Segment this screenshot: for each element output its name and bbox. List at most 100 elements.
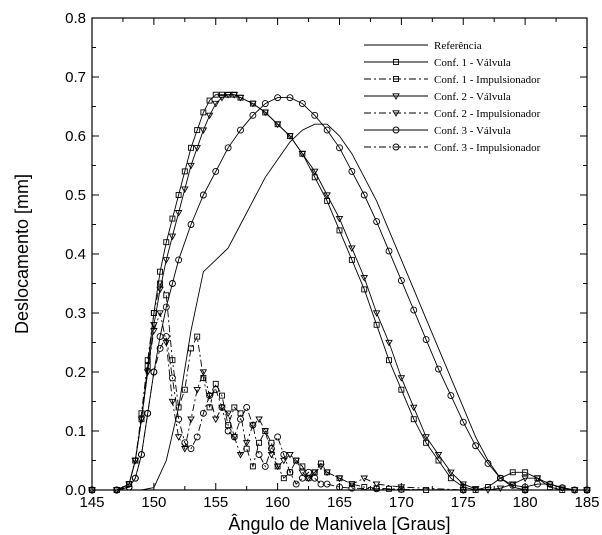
data-point xyxy=(292,480,300,488)
data-point xyxy=(435,365,442,373)
data-point xyxy=(336,144,343,152)
data-point xyxy=(546,480,554,488)
data-point xyxy=(336,227,343,234)
data-point xyxy=(398,386,405,393)
x-axis-label: Ângulo de Manivela [Graus] xyxy=(228,514,450,534)
data-point xyxy=(218,403,226,411)
data-point xyxy=(212,386,220,394)
data-point xyxy=(323,192,331,199)
data-point xyxy=(131,474,139,482)
data-point xyxy=(280,451,288,459)
data-point xyxy=(194,127,201,134)
series-7 xyxy=(88,333,591,494)
data-point xyxy=(360,274,369,282)
plot-area xyxy=(88,91,591,494)
data-point xyxy=(230,434,239,441)
data-point xyxy=(194,333,201,340)
x-tick-label: 160 xyxy=(265,494,290,511)
data-point xyxy=(274,94,282,102)
data-point xyxy=(274,433,282,441)
data-point xyxy=(298,469,307,477)
data-point xyxy=(224,427,232,435)
data-point xyxy=(286,94,294,102)
series-line xyxy=(92,311,587,491)
data-point xyxy=(162,333,170,341)
data-point xyxy=(422,434,430,441)
legend-label: Conf. 2 - Válvula xyxy=(434,91,511,103)
data-point xyxy=(323,480,331,488)
data-point xyxy=(249,111,257,119)
data-point xyxy=(181,168,188,175)
data-point xyxy=(206,97,213,104)
data-point xyxy=(224,92,232,99)
data-point xyxy=(273,121,282,129)
data-point xyxy=(168,398,177,406)
data-point xyxy=(298,474,306,482)
legend-label: Conf. 1 - Válvula xyxy=(434,57,511,69)
data-point xyxy=(174,210,183,217)
data-point xyxy=(286,133,294,140)
data-point xyxy=(310,469,319,477)
data-point xyxy=(169,215,176,222)
data-point xyxy=(150,368,158,376)
legend-label: Conf. 3 - Válvula xyxy=(434,125,511,137)
data-point xyxy=(386,357,392,364)
data-point xyxy=(310,168,319,176)
data-point xyxy=(163,239,170,246)
data-point xyxy=(163,292,170,299)
data-point xyxy=(205,392,214,400)
data-point xyxy=(534,480,541,488)
x-tick-label: 145 xyxy=(79,494,104,511)
data-point xyxy=(237,415,244,423)
data-point xyxy=(348,481,356,489)
data-point xyxy=(335,475,344,483)
data-point xyxy=(175,256,183,264)
data-point xyxy=(249,422,257,430)
data-point xyxy=(348,256,355,263)
data-point xyxy=(484,460,492,467)
data-point xyxy=(181,446,189,453)
legend-label: Referência xyxy=(434,40,482,52)
data-point xyxy=(212,167,220,175)
data-point xyxy=(224,410,232,418)
series-1 xyxy=(92,123,587,491)
data-point xyxy=(144,409,152,417)
legend-label: Conf. 2 - Impulsionador xyxy=(434,108,541,120)
x-tick-label: 185 xyxy=(574,494,599,511)
data-point xyxy=(287,469,293,476)
y-axis-label: Deslocamento [mm] xyxy=(12,174,32,334)
data-point xyxy=(175,192,182,198)
data-point xyxy=(162,339,171,347)
data-point xyxy=(138,451,145,459)
data-point xyxy=(249,100,257,108)
data-point xyxy=(261,109,270,117)
data-point xyxy=(199,127,208,135)
data-point xyxy=(236,451,245,459)
data-point xyxy=(373,218,381,226)
data-point xyxy=(181,386,188,393)
y-tick-label: 0.4 xyxy=(65,246,86,263)
data-point xyxy=(558,484,566,492)
y-tick-label: 0.8 xyxy=(65,10,86,27)
data-point xyxy=(199,369,208,376)
data-point xyxy=(323,469,331,477)
data-point xyxy=(522,469,529,476)
x-tick-label: 170 xyxy=(389,494,414,511)
data-point xyxy=(175,415,183,423)
data-point xyxy=(323,126,331,134)
data-point xyxy=(211,100,220,108)
legend-marker xyxy=(392,143,400,151)
data-point xyxy=(181,186,189,194)
y-tick-label: 0.6 xyxy=(65,128,86,145)
data-point xyxy=(237,126,244,134)
data-point xyxy=(187,221,195,228)
data-point xyxy=(472,442,480,450)
x-tick-label: 155 xyxy=(203,494,228,511)
data-point xyxy=(174,434,183,441)
data-point xyxy=(157,268,164,275)
data-point xyxy=(193,145,201,152)
data-point xyxy=(447,392,455,400)
x-tick-label: 165 xyxy=(327,494,352,511)
data-point xyxy=(521,475,529,483)
data-point xyxy=(255,451,263,459)
